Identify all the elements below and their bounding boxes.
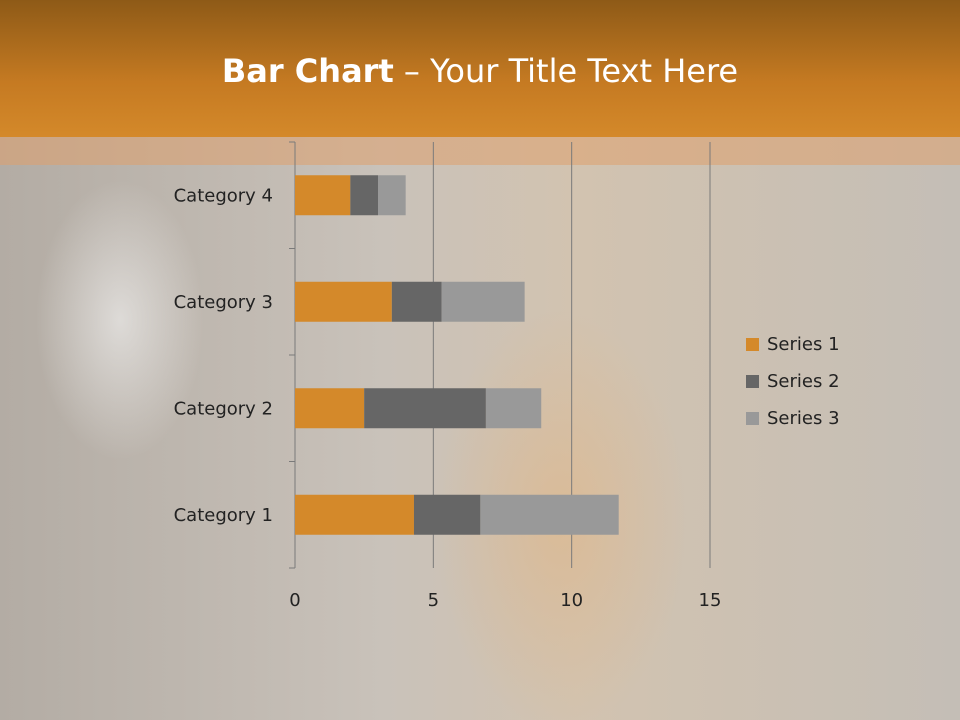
- x-tick-label: 0: [289, 590, 300, 611]
- x-tick-label: 10: [560, 590, 583, 611]
- bar-category-2-series-2: [364, 388, 486, 429]
- title-bar: [0, 0, 960, 137]
- category-label: Category 4: [174, 185, 273, 206]
- legend-label: Series 3: [767, 408, 840, 429]
- bar-category-3-series-3: [441, 281, 525, 322]
- legend-swatch: [746, 338, 759, 351]
- bar-category-4-series-1: [295, 175, 351, 216]
- bar-category-1-series-3: [480, 494, 619, 535]
- legend-label: Series 1: [767, 334, 840, 355]
- category-label: Category 2: [174, 398, 273, 419]
- bar-category-4-series-3: [378, 175, 406, 216]
- x-tick-label: 5: [428, 590, 439, 611]
- title-bold: Bar Chart: [221, 52, 394, 90]
- legend-item: Series 2: [746, 363, 840, 400]
- title-rest: – Your Title Text Here: [393, 52, 739, 90]
- title-band: [0, 137, 960, 165]
- x-tick-label: 15: [699, 590, 722, 611]
- bar-category-4-series-2: [350, 175, 378, 216]
- legend-label: Series 2: [767, 371, 840, 392]
- slide-title: Bar Chart – Your Title Text Here: [0, 52, 960, 90]
- legend-swatch: [746, 412, 759, 425]
- bar-category-3-series-2: [391, 281, 442, 322]
- legend-item: Series 1: [746, 326, 840, 363]
- bar-category-2-series-1: [295, 388, 365, 429]
- category-label: Category 1: [174, 505, 273, 526]
- legend-item: Series 3: [746, 400, 840, 437]
- bar-category-1-series-1: [295, 494, 414, 535]
- bar-category-2-series-3: [485, 388, 542, 429]
- legend: Series 1 Series 2 Series 3: [746, 326, 840, 437]
- bar-category-3-series-1: [295, 281, 392, 322]
- category-label: Category 3: [174, 292, 273, 313]
- legend-swatch: [746, 375, 759, 388]
- bar-category-1-series-2: [413, 494, 481, 535]
